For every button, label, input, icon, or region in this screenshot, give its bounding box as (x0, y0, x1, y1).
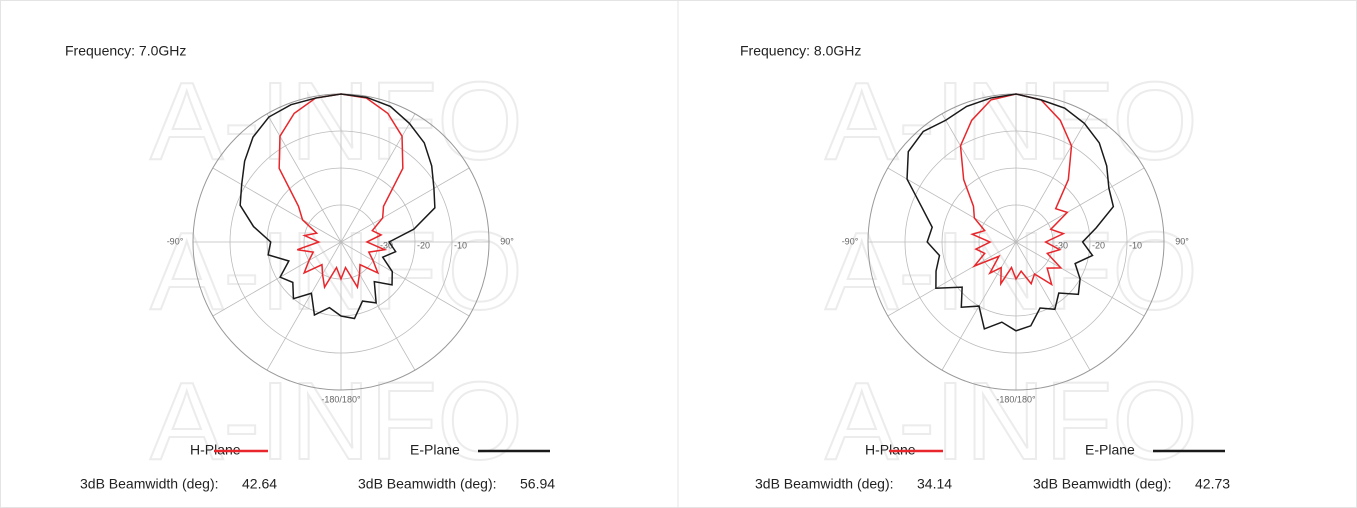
beamwidth-value: 42.64 (242, 476, 277, 492)
angle-label: -90° (842, 236, 859, 246)
r-tick-label: -20 (417, 240, 430, 250)
watermark: A-INFO (825, 360, 1198, 483)
r-tick-label: -10 (1129, 240, 1142, 250)
beamwidth-label: 3dB Beamwidth (deg): (755, 476, 894, 492)
angle-label: -180/180° (996, 394, 1036, 404)
r-tick-label: -30 (380, 240, 393, 250)
legend-label: H-Plane (190, 442, 241, 458)
beamwidth-value: 56.94 (520, 476, 555, 492)
ring (904, 130, 1128, 354)
angle-label: 90° (500, 236, 514, 246)
beamwidth-label: 3dB Beamwidth (deg): (358, 476, 497, 492)
chart-title: Frequency: 8.0GHz (740, 43, 861, 59)
r-tick-label: -10 (454, 240, 467, 250)
pattern-line (906, 93, 1115, 332)
r-tick-label: -30 (1055, 240, 1068, 250)
r-tick-label: -20 (1092, 240, 1105, 250)
legend-label: H-Plane (865, 442, 916, 458)
ring (941, 167, 1091, 317)
legend-label: E-Plane (410, 442, 460, 458)
beamwidth-value: 42.73 (1195, 476, 1230, 492)
angle-label: -90° (167, 236, 184, 246)
ring (229, 130, 453, 354)
watermark: A-INFO (825, 60, 1198, 183)
beamwidth-label: 3dB Beamwidth (deg): (1033, 476, 1172, 492)
beamwidth-label: 3dB Beamwidth (deg): (80, 476, 219, 492)
angle-label: -180/180° (321, 394, 361, 404)
legend-label: E-Plane (1085, 442, 1135, 458)
pattern-line (239, 93, 436, 320)
watermark: A-INFO (150, 360, 523, 483)
beamwidth-value: 34.14 (917, 476, 952, 492)
angle-label: 90° (1175, 236, 1189, 246)
chart-title: Frequency: 7.0GHz (65, 43, 186, 59)
watermark: A-INFO (150, 60, 523, 183)
